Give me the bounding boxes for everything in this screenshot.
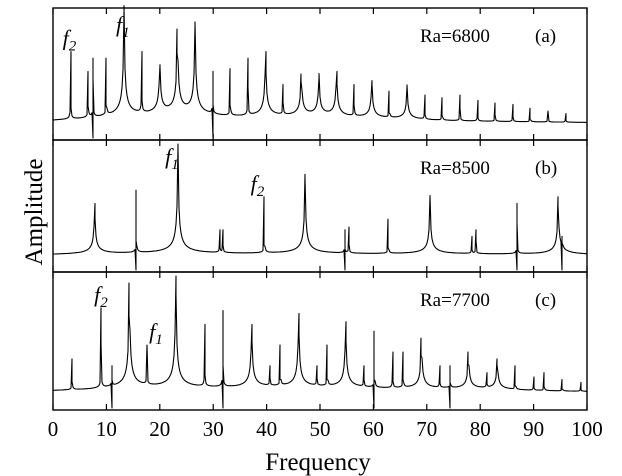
x-tick-label: 90: [523, 417, 544, 441]
peak-label: f1: [165, 144, 179, 173]
y-axis-label: Amplitude: [21, 159, 48, 266]
peak-label: f1: [149, 319, 163, 348]
peak-label: f1: [116, 12, 130, 41]
panel-1: Ra=8500 (b) f1 f2: [52, 139, 588, 273]
x-tick-label: 70: [416, 417, 437, 441]
panel-frame: [52, 139, 588, 273]
ra-annotation: Ra=7700: [420, 290, 490, 311]
x-tick-label: 0: [48, 417, 59, 441]
x-tick-labels: 0 10 20 30 40 50 60 70 80 90 100: [48, 417, 603, 441]
peak-label: f2: [94, 282, 108, 311]
x-tick-label: 20: [149, 417, 170, 441]
x-tick-label: 30: [203, 417, 224, 441]
spectrum-line: [53, 275, 587, 409]
panel-frame: [52, 271, 588, 411]
ra-annotation: Ra=6800: [420, 26, 490, 47]
peak-label: f2: [63, 26, 77, 55]
panels: Ra=6800 (a) f2 f1 Ra=8500 (b) f1 f2 Ra=7700 (c) f2…: [52, 5, 588, 411]
x-tick-label: 10: [96, 417, 117, 441]
panel-tag: (c): [535, 290, 556, 311]
x-axis-label: Frequency: [265, 449, 371, 476]
panel-tag: (b): [535, 158, 557, 179]
x-tick-label: 100: [571, 417, 603, 441]
panel-frame: [52, 7, 588, 141]
panel-2: Ra=7700 (c) f2 f1: [52, 271, 588, 411]
x-tick-label: 40: [256, 417, 277, 441]
panel-tag: (a): [535, 26, 556, 47]
x-tick-label: 80: [470, 417, 491, 441]
x-tick-label: 60: [363, 417, 384, 441]
panel-0: Ra=6800 (a) f2 f1: [52, 5, 588, 141]
peak-label: f2: [251, 171, 265, 200]
x-tick-label: 50: [310, 417, 331, 441]
ra-annotation: Ra=8500: [420, 158, 490, 179]
spectrum-line: [53, 143, 587, 271]
spectrum-line: [53, 5, 587, 139]
